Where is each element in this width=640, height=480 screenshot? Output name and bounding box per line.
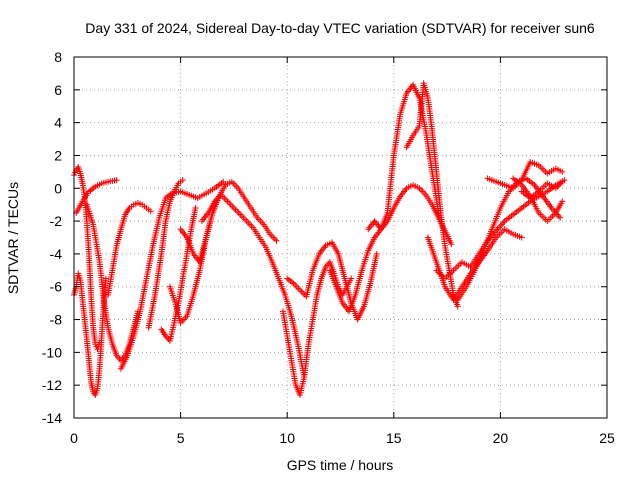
plot-border — [73, 56, 608, 419]
y-tick-label-0: -14 — [42, 410, 62, 426]
y-tick-label-11: 8 — [54, 49, 62, 65]
series-trace-13 — [284, 239, 380, 323]
data-point-21-23 — [559, 178, 566, 185]
y-tick-label-10: 6 — [54, 82, 62, 98]
y-tick-labels: -14 -12 -10 -8 -6 -4 -2 0 2 4 6 8 — [42, 49, 62, 426]
series-trace-11 — [198, 191, 308, 380]
y-tick-label-8: 2 — [54, 147, 62, 163]
x-tick-labels: 0 5 10 15 20 25 — [70, 430, 615, 446]
series-trace-19 — [454, 175, 564, 303]
y-tick-label-6: -2 — [50, 213, 63, 229]
data-point-1-91 — [96, 339, 103, 346]
x-tick-label-0: 0 — [70, 430, 78, 446]
x-tick-label-4: 20 — [493, 430, 509, 446]
y-tick-label-3: -8 — [50, 312, 63, 328]
data-point-12-110 — [373, 250, 380, 257]
y-tick-label-1: -12 — [42, 377, 62, 393]
data-point-0-120 — [102, 275, 109, 282]
plot-frame — [73, 56, 608, 419]
data-point-7-67 — [192, 204, 199, 211]
series-trace-7 — [145, 177, 186, 331]
data-point-20-36 — [559, 198, 566, 205]
x-tick-label-1: 5 — [177, 430, 185, 446]
data-point-18-88 — [557, 214, 564, 221]
data-point-9-91 — [273, 237, 280, 244]
y-tick-label-9: 4 — [54, 115, 62, 131]
y-tick-label-7: 0 — [54, 180, 62, 196]
y-tick-label-5: -4 — [50, 246, 63, 262]
y-tick-label-2: -10 — [42, 344, 62, 360]
data-point-4-51 — [147, 208, 154, 215]
x-tick-label-5: 25 — [599, 430, 615, 446]
x-tick-label-3: 15 — [386, 430, 402, 446]
chart-title: Day 331 of 2024, Sidereal Day-to-day VTE… — [85, 20, 595, 36]
series-trace-22 — [518, 178, 566, 202]
y-tick-label-4: -6 — [50, 279, 63, 295]
series-trace-16 — [403, 80, 461, 310]
data-point-13-121 — [448, 241, 455, 248]
x-axis-label: GPS time / hours — [287, 457, 394, 473]
y-axis-label: SDTVAR / TECUs — [5, 182, 21, 294]
series-trace-5 — [105, 200, 154, 298]
data-point-19-42 — [559, 168, 566, 175]
grid-layer — [74, 57, 607, 418]
data-point-11-124 — [348, 275, 355, 282]
data-point-2-25 — [113, 177, 120, 184]
data-point-5-109 — [220, 178, 227, 185]
x-tick-label-2: 10 — [279, 430, 295, 446]
data-marks — [71, 80, 568, 399]
series-trace-6 — [117, 178, 227, 372]
data-point-6-69 — [179, 177, 186, 184]
data-point-15-133 — [454, 303, 461, 310]
data-point-16-79 — [518, 234, 525, 241]
